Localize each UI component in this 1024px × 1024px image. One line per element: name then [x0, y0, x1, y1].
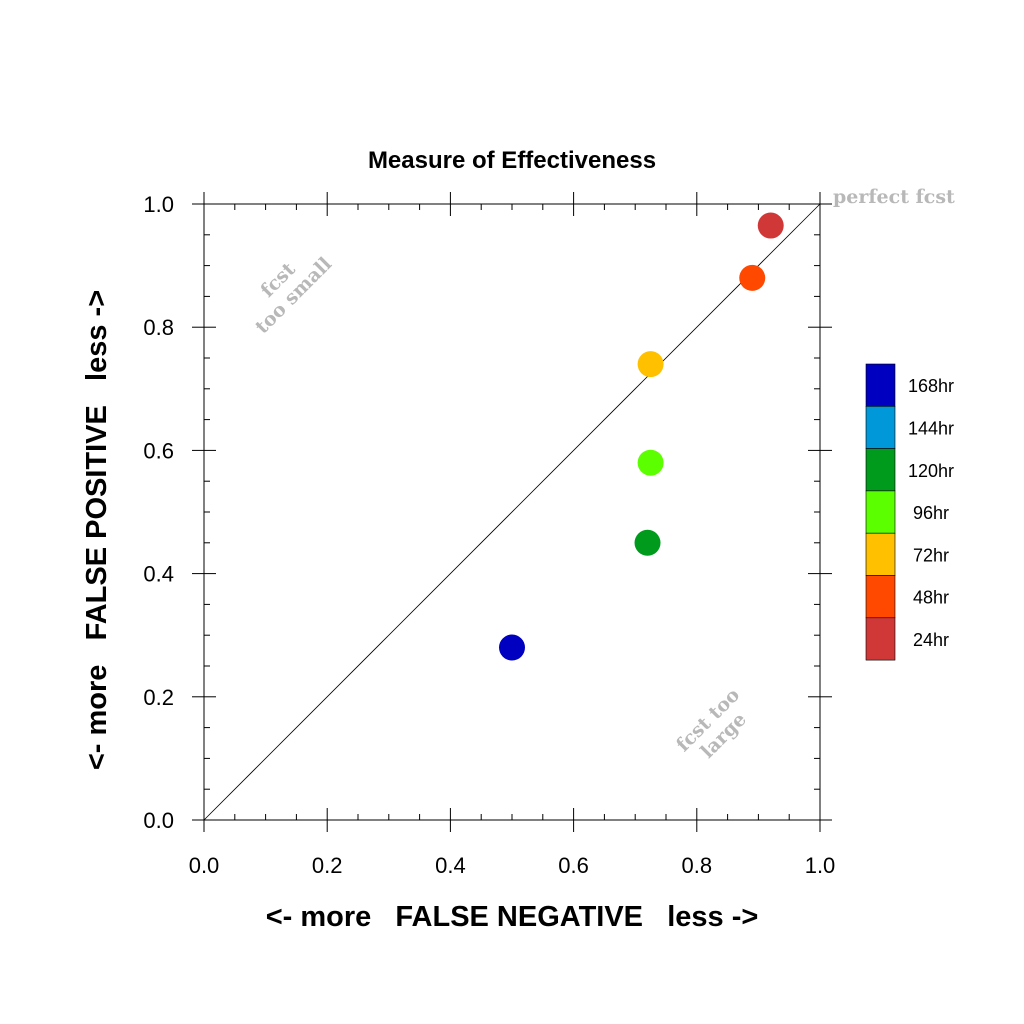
- legend: 168hr 144hr 120hr 96hr 72hr 48hr 24hr: [865, 363, 954, 661]
- legend-swatch-96hr: [865, 490, 896, 534]
- legend-swatch-24hr: [865, 617, 896, 661]
- x-tick-label: 0.8: [682, 853, 713, 878]
- diagonal-line: [203, 203, 821, 821]
- point-72hr: [637, 351, 664, 378]
- legend-label-48hr: 48hr: [913, 588, 949, 608]
- legend-swatch-48hr: [865, 575, 896, 619]
- legend-swatch-168hr: [865, 363, 896, 407]
- y-axis-label: <- more FALSE POSITIVE less ->: [81, 290, 113, 770]
- legend-swatch-72hr: [865, 532, 896, 576]
- legend-label-24hr: 24hr: [913, 630, 949, 650]
- legend-label-144hr: 144hr: [908, 418, 954, 438]
- y-tick-label: 0.0: [143, 808, 174, 833]
- y-tick-label: 0.6: [143, 438, 174, 463]
- point-96hr: [637, 449, 664, 476]
- legend-label-96hr: 96hr: [913, 503, 949, 523]
- y-tick-label: 1.0: [143, 192, 174, 217]
- point-168hr: [499, 634, 525, 661]
- legend-label-168hr: 168hr: [908, 376, 954, 396]
- y-tick-labels: 0.0 0.2 0.4 0.6 0.8 1.0: [143, 192, 174, 833]
- too-small-note: fcst too small: [251, 253, 336, 338]
- x-axis-label: <- more FALSE NEGATIVE less ->: [266, 901, 759, 933]
- too-large-note: fcst too large: [672, 684, 751, 763]
- y-tick-label: 0.8: [143, 315, 174, 340]
- x-tick-label: 1.0: [805, 853, 836, 878]
- legend-swatch-120hr: [865, 448, 896, 492]
- point-48hr: [739, 264, 766, 291]
- legend-swatch-144hr: [865, 405, 896, 449]
- x-tick-label: 0.0: [189, 853, 220, 878]
- x-tick-label: 0.6: [558, 853, 589, 878]
- perfect-forecast-note: perfect fcst: [833, 186, 955, 208]
- chart-title: Measure of Effectiveness: [368, 147, 656, 174]
- point-24hr: [757, 212, 784, 239]
- y-tick-label: 0.4: [143, 562, 174, 587]
- x-tick-labels: 0.0 0.2 0.4 0.6 0.8 1.0: [189, 853, 836, 878]
- legend-label-120hr: 120hr: [908, 461, 954, 481]
- axis-ticks: [192, 192, 832, 832]
- point-120hr: [634, 529, 661, 556]
- x-tick-label: 0.2: [312, 853, 343, 878]
- too-small-line-2: too small: [251, 253, 336, 338]
- x-tick-label: 0.4: [435, 853, 466, 878]
- legend-label-72hr: 72hr: [913, 545, 949, 565]
- data-points: [499, 212, 784, 661]
- y-tick-label: 0.2: [143, 685, 174, 710]
